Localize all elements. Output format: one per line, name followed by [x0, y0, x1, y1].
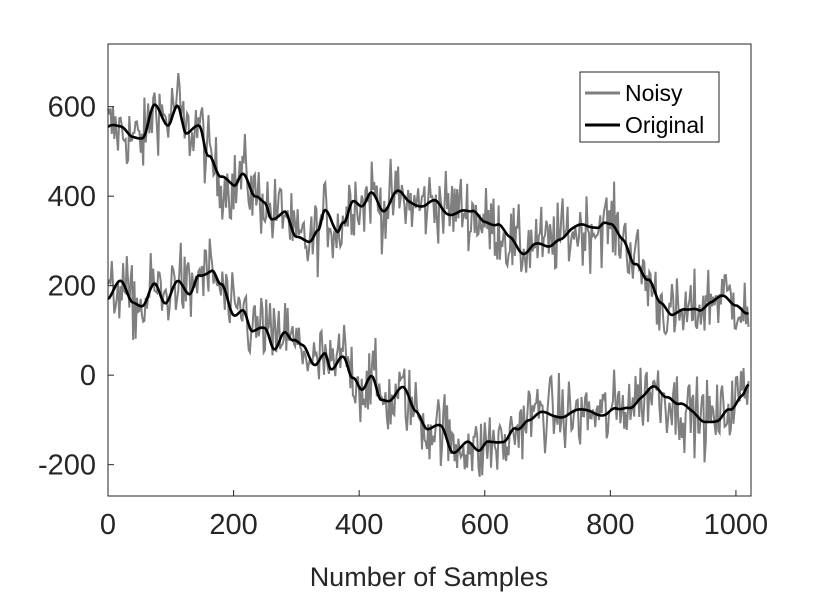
legend: Noisy Original — [579, 71, 720, 143]
x-tick-label: 400 — [335, 509, 383, 541]
series-layer — [107, 73, 750, 477]
y-tick-label: 400 — [48, 181, 96, 213]
noisy-series-line-upper — [107, 73, 750, 336]
x-tick-label: 1000 — [704, 509, 769, 541]
x-axis-title: Number of Samples — [310, 562, 549, 592]
y-tick-label: 200 — [48, 271, 96, 303]
plot-area-frame — [107, 43, 752, 497]
legend-label-noisy: Noisy — [625, 80, 683, 106]
x-tick-label: 0 — [100, 509, 116, 541]
legend-box — [579, 71, 720, 143]
x-tick-label: 600 — [461, 509, 509, 541]
y-tick-label: 0 — [80, 360, 96, 392]
x-tick-label: 200 — [209, 509, 257, 541]
x-tick-label: 800 — [586, 509, 634, 541]
y-tick-label: 600 — [48, 92, 96, 124]
original-series-line-lower — [107, 269, 750, 455]
y-tick-label: -200 — [38, 450, 96, 482]
original-series-line-upper — [107, 103, 750, 317]
legend-label-original: Original — [625, 112, 704, 138]
